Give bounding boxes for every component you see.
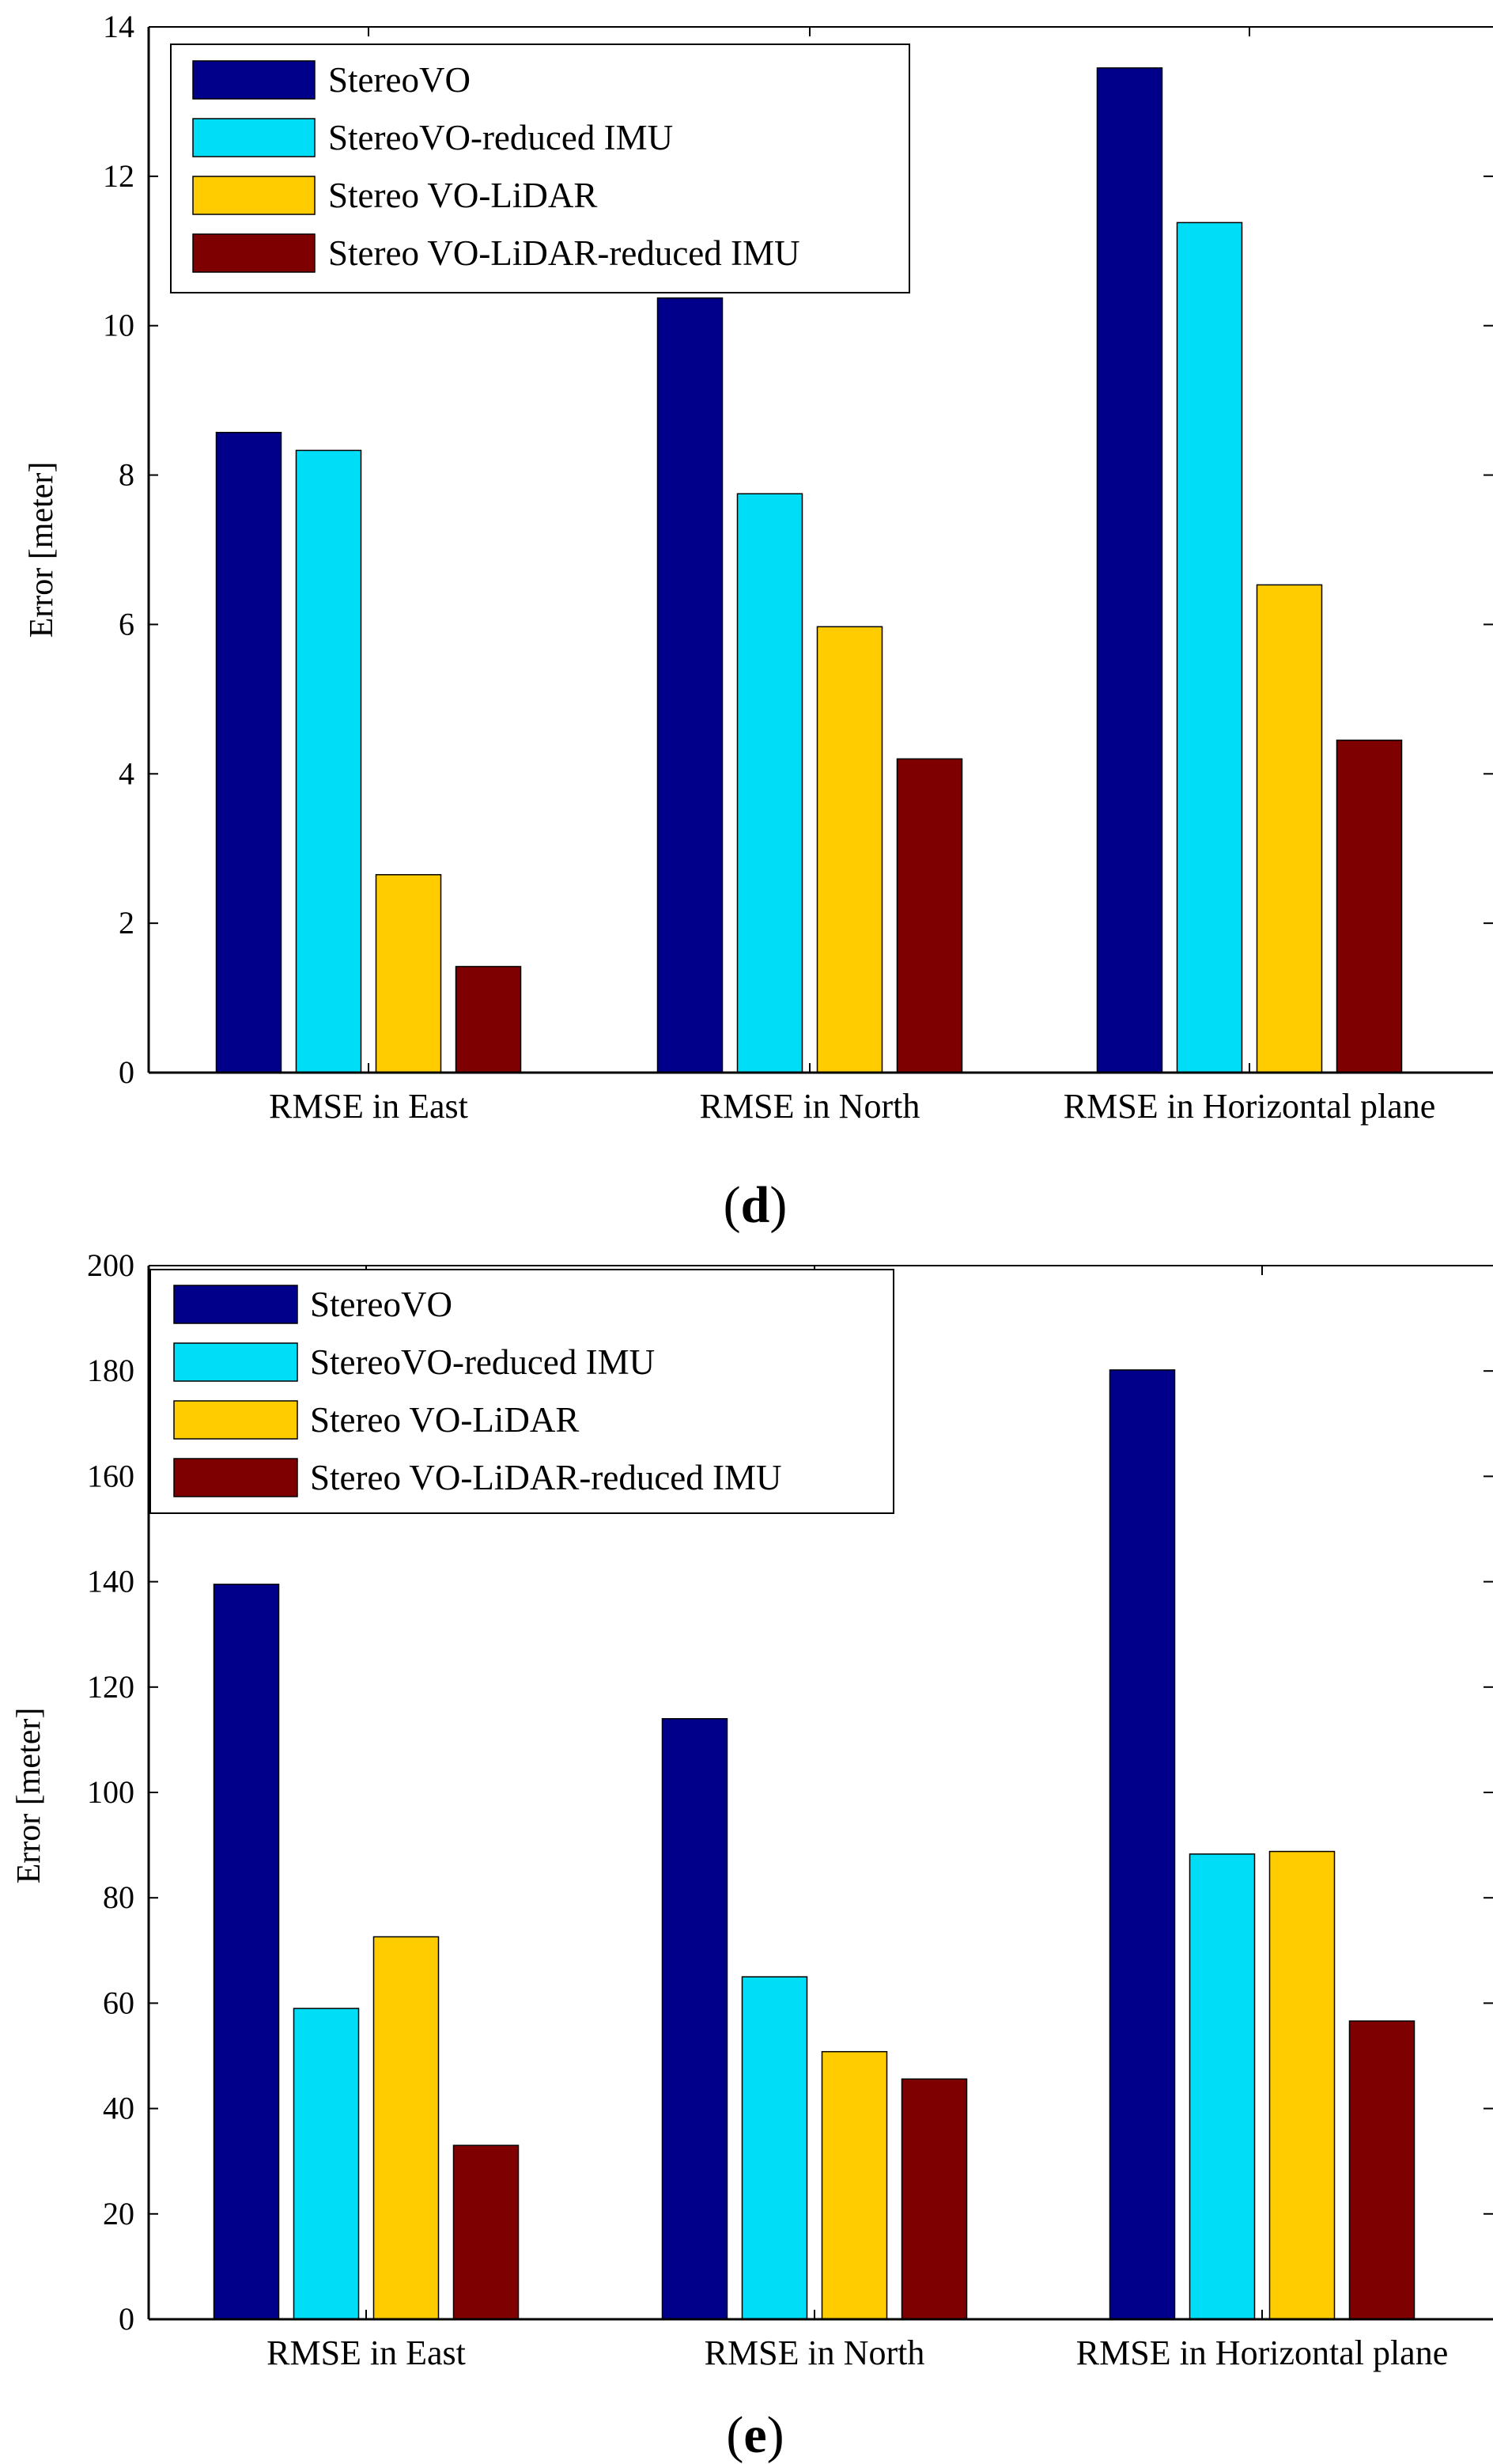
y-tick-label-4: 80 xyxy=(103,1879,134,1915)
x-tick-label-2: RMSE in Horizontal plane xyxy=(1076,2333,1449,2372)
bar-1-s0-c2 xyxy=(1109,1369,1176,2320)
legend-swatch-1 xyxy=(192,118,316,157)
bar-1-s0-c0 xyxy=(213,1584,280,2320)
bar-0-s2-c1 xyxy=(816,626,883,1073)
y-axis-label: Error [meter] xyxy=(24,462,60,638)
bar-1-s3-c1 xyxy=(901,2078,968,2320)
legend-label-0: StereoVO xyxy=(310,1285,452,1324)
bar-0-s0-c2 xyxy=(1096,67,1163,1073)
legend-label-0: StereoVO xyxy=(328,60,471,100)
bar-1-s2-c1 xyxy=(821,2050,888,2320)
panel-label: (e) xyxy=(726,2406,784,2464)
y-tick-label-0: 0 xyxy=(119,2301,134,2337)
bar-0-s1-c0 xyxy=(295,449,362,1073)
x-tick-label-1: RMSE in North xyxy=(705,2333,925,2372)
x-tick-label-1: RMSE in North xyxy=(700,1087,920,1126)
bar-0-s2-c0 xyxy=(375,874,442,1073)
y-tick-label-9: 180 xyxy=(87,1353,134,1388)
bar-1-s1-c2 xyxy=(1189,1853,1256,2320)
bar-1-s1-c1 xyxy=(741,1976,808,2320)
legend-label-1: StereoVO-reduced IMU xyxy=(310,1342,655,1382)
y-tick-label-10: 200 xyxy=(87,1247,134,1283)
legend-swatch-0 xyxy=(192,60,316,100)
y-tick-label-1: 20 xyxy=(103,2196,134,2231)
bar-1-s0-c1 xyxy=(661,1718,728,2320)
y-tick-label-3: 60 xyxy=(103,1985,134,2020)
y-tick-label-7: 140 xyxy=(87,1564,134,1599)
legend-label-2: Stereo VO-LiDAR xyxy=(328,176,597,215)
panel-label: (d) xyxy=(724,1176,788,1234)
x-tick-label-0: RMSE in East xyxy=(269,1087,468,1126)
bar-0-s0-c0 xyxy=(215,431,282,1073)
bar-0-s1-c2 xyxy=(1176,221,1243,1073)
x-tick-label-2: RMSE in Horizontal plane xyxy=(1064,1087,1436,1126)
y-tick-label-7: 14 xyxy=(103,9,134,44)
bar-1-s1-c0 xyxy=(293,2008,360,2320)
legend-label-3: Stereo VO-LiDAR-reduced IMU xyxy=(310,1458,782,1497)
legend-swatch-3 xyxy=(192,233,316,273)
legend-swatch-1 xyxy=(173,1342,298,1382)
y-tick-label-4: 8 xyxy=(119,457,134,493)
bar-1-s2-c2 xyxy=(1268,1850,1336,2320)
y-tick-label-2: 40 xyxy=(103,2091,134,2126)
bar-0-s3-c2 xyxy=(1336,740,1403,1073)
bar-0-s0-c1 xyxy=(656,297,724,1073)
legend-swatch-2 xyxy=(173,1400,298,1440)
bar-0-s1-c1 xyxy=(736,493,803,1073)
y-axis-label: Error [meter] xyxy=(11,1708,47,1884)
chart-panel-e: 0 20 40 60 80 100 120 140 160 180 200 RMSE in East R… xyxy=(11,1247,1493,2464)
y-tick-label-5: 10 xyxy=(103,308,134,343)
legend-swatch-2 xyxy=(192,176,316,215)
chart-panel-d: 0 2 4 6 8 10 12 14 RMSE in East RMSE in North RMSE… xyxy=(24,9,1493,1234)
legend-label-2: Stereo VO-LiDAR xyxy=(310,1400,579,1440)
bar-0-s3-c0 xyxy=(455,966,522,1073)
legend-label-3: Stereo VO-LiDAR-reduced IMU xyxy=(328,233,800,273)
legend-swatch-0 xyxy=(173,1285,298,1324)
y-tick-label-6: 120 xyxy=(87,1669,134,1705)
bar-1-s3-c2 xyxy=(1348,2020,1416,2320)
bar-0-s2-c2 xyxy=(1256,584,1323,1073)
x-tick-label-0: RMSE in East xyxy=(266,2333,466,2372)
bar-0-s3-c1 xyxy=(896,758,963,1073)
legend-label-1: StereoVO-reduced IMU xyxy=(328,118,673,157)
legend-swatch-3 xyxy=(173,1458,298,1497)
y-tick-label-1: 2 xyxy=(119,905,134,941)
y-tick-label-2: 4 xyxy=(119,755,134,791)
y-tick-label-0: 0 xyxy=(119,1054,134,1090)
bar-1-s2-c0 xyxy=(372,1936,440,2320)
y-tick-label-5: 100 xyxy=(87,1774,134,1810)
bar-1-s3-c0 xyxy=(452,2144,520,2320)
y-tick-label-3: 6 xyxy=(119,606,134,642)
y-tick-label-8: 160 xyxy=(87,1458,134,1493)
y-tick-label-6: 12 xyxy=(103,158,134,194)
